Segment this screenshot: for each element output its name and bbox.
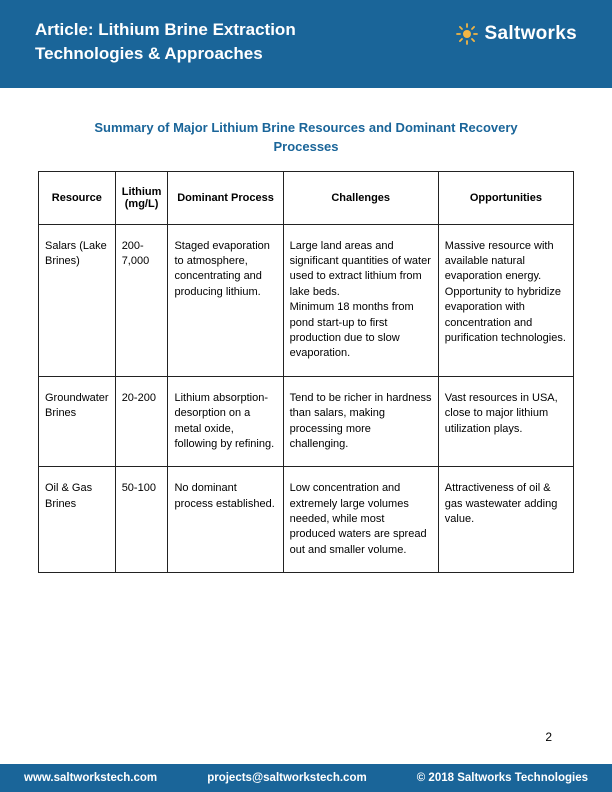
- col-header-resource: Resource: [39, 171, 116, 224]
- table-row: Oil & Gas Brines 50-100 No dominant proc…: [39, 467, 574, 573]
- cell-opportunities: Vast resources in USA, close to major li…: [438, 376, 573, 467]
- col-header-challenges: Challenges: [283, 171, 438, 224]
- resources-table: Resource Lithium (mg/L) Dominant Process…: [38, 171, 574, 574]
- table-title: Summary of Major Lithium Brine Resources…: [91, 118, 521, 157]
- footer-copyright: © 2018 Saltworks Technologies: [417, 772, 588, 784]
- sun-icon: [455, 22, 479, 46]
- company-logo: Saltworks: [455, 22, 577, 46]
- cell-challenges: Large land areas and significant quantit…: [283, 224, 438, 376]
- cell-resource: Salars (Lake Brines): [39, 224, 116, 376]
- cell-process: Lithium absorption-desorption on a metal…: [168, 376, 283, 467]
- cell-challenges: Low concentration and extremely large vo…: [283, 467, 438, 573]
- cell-lithium: 20-200: [115, 376, 168, 467]
- cell-process: Staged evaporation to atmosphere, concen…: [168, 224, 283, 376]
- cell-challenges: Tend to be richer in hardness than salar…: [283, 376, 438, 467]
- page-header: Article: Lithium Brine Extraction Techno…: [0, 0, 612, 88]
- cell-lithium: 200-7,000: [115, 224, 168, 376]
- page-footer: www.saltworkstech.com projects@saltworks…: [0, 764, 612, 792]
- cell-opportunities: Attractiveness of oil & gas wastewater a…: [438, 467, 573, 573]
- cell-resource: Oil & Gas Brines: [39, 467, 116, 573]
- cell-process: No dominant process established.: [168, 467, 283, 573]
- cell-lithium: 50-100: [115, 467, 168, 573]
- footer-email: projects@saltworkstech.com: [207, 772, 367, 784]
- cell-resource: Groundwater Brines: [39, 376, 116, 467]
- table-row: Groundwater Brines 20-200 Lithium absorp…: [39, 376, 574, 467]
- col-header-opportunities: Opportunities: [438, 171, 573, 224]
- footer-website: www.saltworkstech.com: [24, 772, 157, 784]
- page-content: Summary of Major Lithium Brine Resources…: [0, 88, 612, 574]
- cell-opportunities: Massive resource with available natural …: [438, 224, 573, 376]
- logo-text: Saltworks: [485, 23, 577, 45]
- table-header-row: Resource Lithium (mg/L) Dominant Process…: [39, 171, 574, 224]
- col-header-lithium: Lithium (mg/L): [115, 171, 168, 224]
- table-body: Salars (Lake Brines) 200-7,000 Staged ev…: [39, 224, 574, 573]
- col-header-process: Dominant Process: [168, 171, 283, 224]
- article-title: Article: Lithium Brine Extraction Techno…: [35, 18, 355, 66]
- table-row: Salars (Lake Brines) 200-7,000 Staged ev…: [39, 224, 574, 376]
- page-number: 2: [545, 730, 552, 744]
